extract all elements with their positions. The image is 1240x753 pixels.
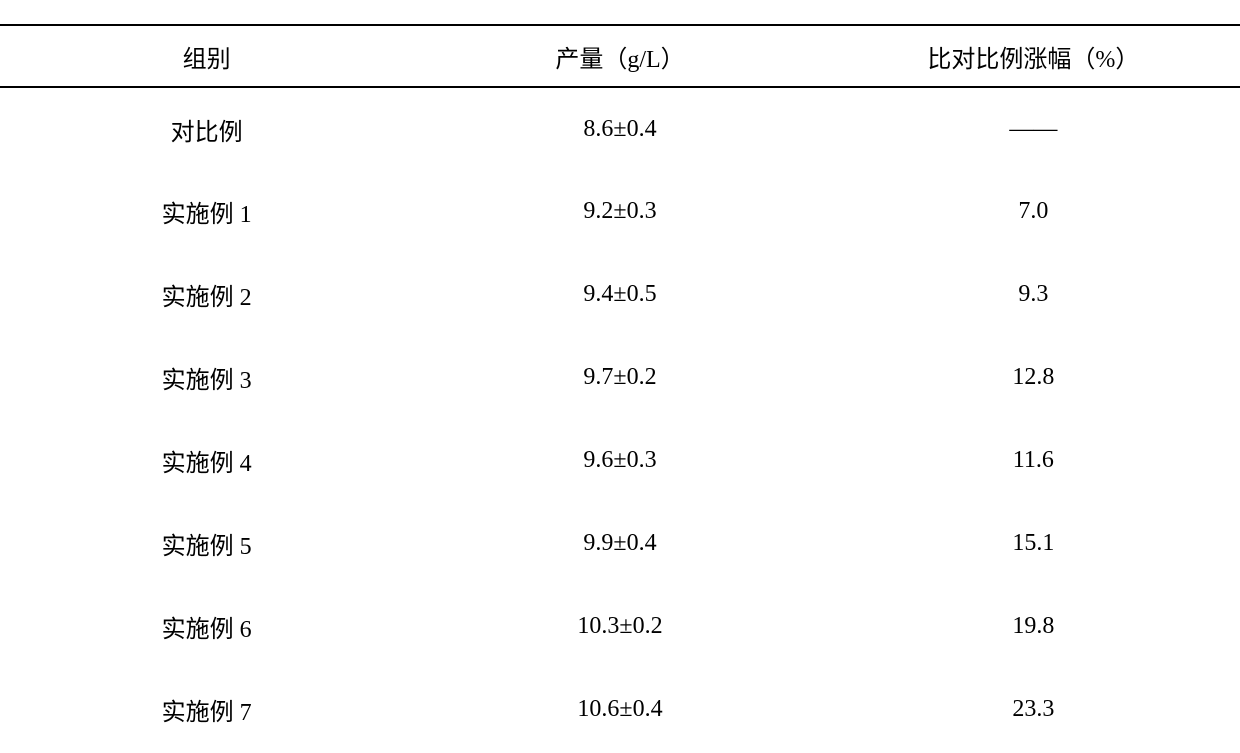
table-row: 对比例 8.6±0.4 ——: [0, 87, 1240, 170]
table-cell: 实施例 4: [0, 419, 413, 502]
table-cell: 实施例 1: [0, 170, 413, 253]
table-cell: 9.4±0.5: [413, 253, 826, 336]
table-cell: 15.1: [827, 502, 1240, 585]
table-header-cell: 比对比例涨幅（%）: [827, 25, 1240, 87]
table-cell: 7.0: [827, 170, 1240, 253]
table-cell: ——: [827, 87, 1240, 170]
table-cell: 12.8: [827, 336, 1240, 419]
table-cell: 23.3: [827, 668, 1240, 751]
table-cell: 9.2±0.3: [413, 170, 826, 253]
table-cell: 实施例 5: [0, 502, 413, 585]
table-cell: 实施例 6: [0, 585, 413, 668]
table-row: 实施例 1 9.2±0.3 7.0: [0, 170, 1240, 253]
table-cell: 9.6±0.3: [413, 419, 826, 502]
table-container: 组别 产量（g/L） 比对比例涨幅（%） 对比例 8.6±0.4 —— 实施例 …: [0, 0, 1240, 753]
table-header-row: 组别 产量（g/L） 比对比例涨幅（%）: [0, 25, 1240, 87]
table-header-cell: 产量（g/L）: [413, 25, 826, 87]
table-cell: 8.6±0.4: [413, 87, 826, 170]
table-cell: 10.3±0.2: [413, 585, 826, 668]
table-row: 实施例 4 9.6±0.3 11.6: [0, 419, 1240, 502]
table-header-cell: 组别: [0, 25, 413, 87]
table-cell: 对比例: [0, 87, 413, 170]
table-cell: 10.6±0.4: [413, 668, 826, 751]
table-row: 实施例 7 10.6±0.4 23.3: [0, 668, 1240, 751]
table-cell: 11.6: [827, 419, 1240, 502]
table-cell: 9.9±0.4: [413, 502, 826, 585]
table-row: 实施例 6 10.3±0.2 19.8: [0, 585, 1240, 668]
table-cell: 实施例 7: [0, 668, 413, 751]
table-row: 实施例 2 9.4±0.5 9.3: [0, 253, 1240, 336]
table-cell: 9.3: [827, 253, 1240, 336]
data-table: 组别 产量（g/L） 比对比例涨幅（%） 对比例 8.6±0.4 —— 实施例 …: [0, 24, 1240, 751]
table-row: 实施例 5 9.9±0.4 15.1: [0, 502, 1240, 585]
table-cell: 9.7±0.2: [413, 336, 826, 419]
table-cell: 实施例 2: [0, 253, 413, 336]
table-cell: 19.8: [827, 585, 1240, 668]
table-cell: 实施例 3: [0, 336, 413, 419]
table-row: 实施例 3 9.7±0.2 12.8: [0, 336, 1240, 419]
